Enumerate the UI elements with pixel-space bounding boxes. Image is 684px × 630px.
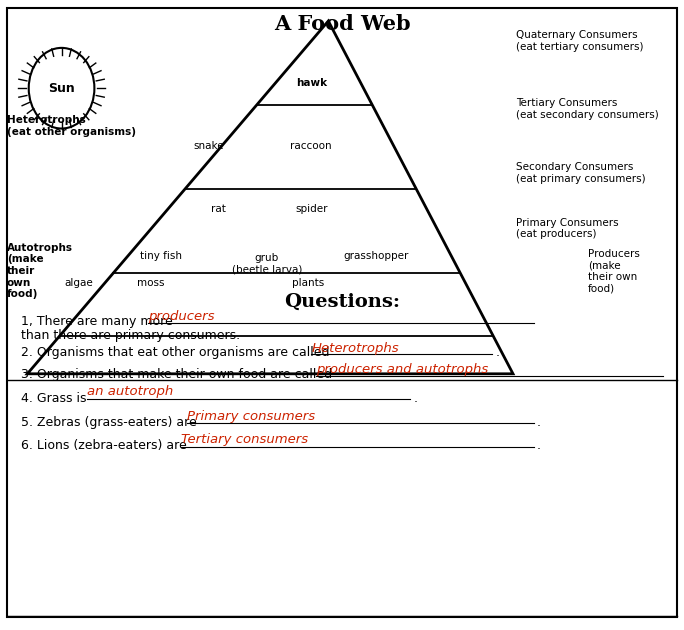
Text: Heterotrophs: Heterotrophs — [311, 342, 399, 355]
Text: spider: spider — [295, 204, 328, 214]
FancyBboxPatch shape — [7, 8, 677, 617]
Text: an autotroph: an autotroph — [87, 386, 173, 398]
Text: 5. Zebras (grass-eaters) are: 5. Zebras (grass-eaters) are — [21, 416, 200, 428]
Text: snake: snake — [194, 141, 224, 151]
Text: 1, There are many more: 1, There are many more — [21, 315, 176, 328]
Text: Sun: Sun — [48, 82, 75, 94]
Text: Questions:: Questions: — [284, 293, 400, 311]
Text: 2. Organisms that eat other organisms are called: 2. Organisms that eat other organisms ar… — [21, 346, 333, 359]
Text: algae: algae — [64, 278, 93, 289]
Text: A Food Web: A Food Web — [274, 14, 410, 34]
Text: Tertiary Consumers
(eat secondary consumers): Tertiary Consumers (eat secondary consum… — [516, 98, 659, 120]
Text: Tertiary consumers: Tertiary consumers — [181, 433, 308, 446]
Text: .: . — [537, 416, 541, 428]
Text: .: . — [537, 439, 541, 452]
Text: moss: moss — [137, 278, 164, 289]
Text: Autotrophs
(make
their
own
food): Autotrophs (make their own food) — [7, 243, 73, 299]
Text: Heterotrophs
(eat other organisms): Heterotrophs (eat other organisms) — [7, 115, 136, 137]
Text: raccoon: raccoon — [291, 141, 332, 151]
Text: grasshopper: grasshopper — [343, 251, 409, 261]
Text: producers: producers — [148, 310, 214, 323]
Text: 4. Grass is: 4. Grass is — [21, 392, 90, 404]
Text: grub
(beetle larva): grub (beetle larva) — [232, 253, 302, 275]
Text: than there are primary consumers.: than there are primary consumers. — [21, 329, 239, 341]
Text: Primary Consumers
(eat producers): Primary Consumers (eat producers) — [516, 218, 619, 239]
Text: 3. Organisms that make their own food are called: 3. Organisms that make their own food ar… — [21, 369, 336, 381]
Text: 6. Lions (zebra-eaters) are: 6. Lions (zebra-eaters) are — [21, 439, 190, 452]
Text: Primary consumers: Primary consumers — [187, 410, 315, 423]
Text: Quaternary Consumers
(eat tertiary consumers): Quaternary Consumers (eat tertiary consu… — [516, 30, 644, 52]
Text: rat: rat — [211, 204, 226, 214]
Text: producers and autotrophs: producers and autotrophs — [316, 364, 488, 376]
Text: .: . — [496, 346, 500, 359]
Text: Producers
(make
their own
food): Producers (make their own food) — [588, 248, 640, 294]
Text: tiny fish: tiny fish — [140, 251, 182, 261]
Text: hawk: hawk — [295, 78, 327, 88]
Text: plants: plants — [291, 278, 324, 289]
Text: .: . — [414, 392, 418, 404]
Text: Secondary Consumers
(eat primary consumers): Secondary Consumers (eat primary consume… — [516, 163, 646, 184]
